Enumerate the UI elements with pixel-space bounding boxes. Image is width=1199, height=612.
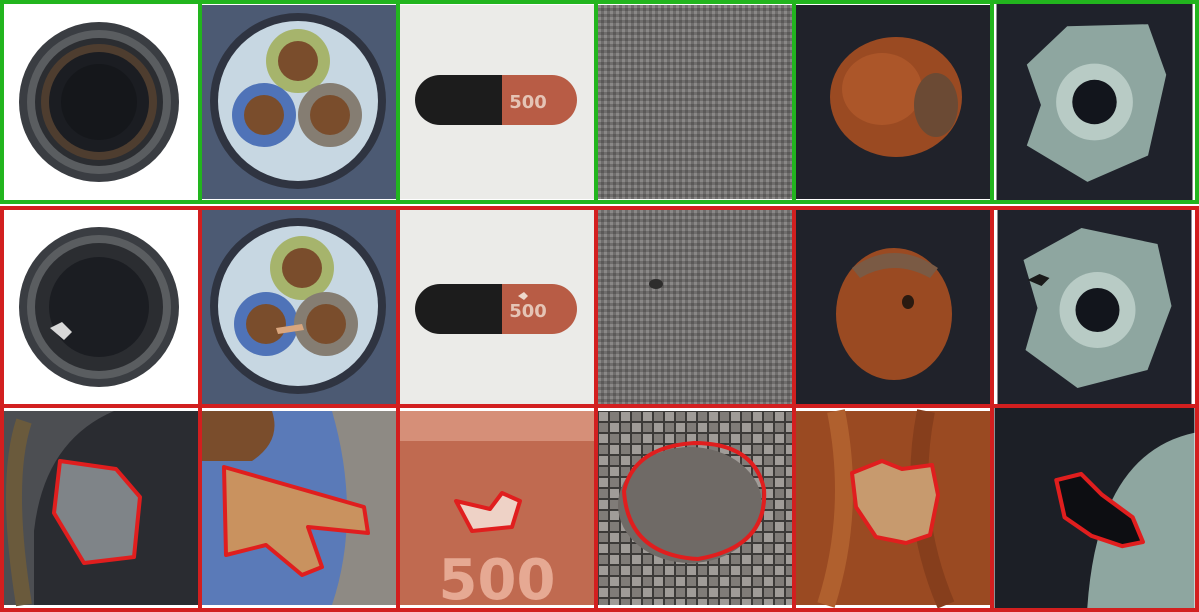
segmentation-outline (1054, 471, 1146, 549)
cable-anomaly (202, 210, 400, 408)
segmentation-outline (454, 491, 522, 533)
segmentation-outline (52, 459, 142, 565)
segmentation-outline (850, 459, 940, 545)
metal-nut-normal (994, 4, 1195, 200)
anomalous-samples-row: 500 (0, 210, 1199, 408)
bottle-normal (4, 4, 202, 200)
capsule-print: 500 (439, 548, 556, 608)
hazelnut-zoom-mask (796, 408, 994, 608)
capsule-print: 500 (509, 301, 547, 322)
carpet-anomaly (598, 210, 796, 408)
hazelnut-anomaly (796, 210, 994, 408)
hazelnut-normal (796, 4, 994, 200)
normal-samples-row: 500 (0, 4, 1199, 202)
bottle-anomaly (4, 210, 202, 408)
cable-zoom-mask (202, 408, 400, 608)
cable-normal (202, 4, 400, 200)
capsule-zoom-mask: 500 (400, 408, 598, 608)
metal-nut-zoom-mask (994, 408, 1195, 608)
carpet-normal (598, 4, 796, 200)
carpet-zoom-mask (598, 408, 796, 608)
capsule-print: 500 (509, 92, 547, 113)
segmentation-outline (622, 441, 767, 561)
capsule-anomaly: 500 (400, 210, 598, 408)
metal-nut-anomaly (994, 210, 1195, 408)
capsule-normal: 500 (400, 4, 598, 200)
bottle-zoom-mask (4, 408, 202, 608)
zoomed-mask-row: 500 (0, 408, 1199, 608)
segmentation-outline (222, 465, 370, 577)
